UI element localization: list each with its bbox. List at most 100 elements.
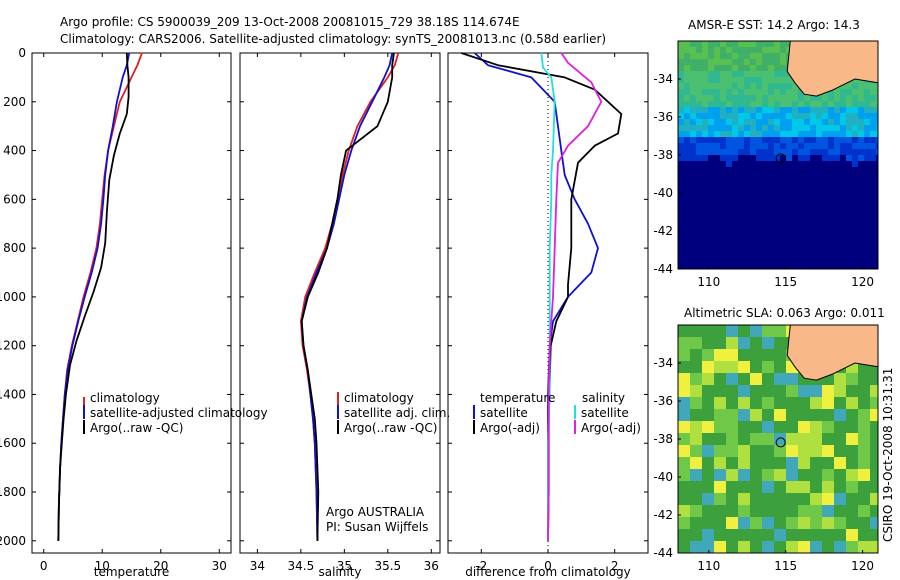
map-cell bbox=[804, 113, 810, 119]
map-cell bbox=[714, 373, 720, 379]
map-cell bbox=[870, 529, 876, 535]
map-cell bbox=[738, 161, 744, 167]
map-cell bbox=[780, 529, 786, 535]
map-cell bbox=[684, 373, 690, 379]
map-cell bbox=[690, 59, 696, 65]
map-cell bbox=[756, 433, 762, 439]
map-cell bbox=[750, 535, 756, 541]
map-cell bbox=[840, 481, 846, 487]
map-cell bbox=[702, 535, 708, 541]
map-cell bbox=[792, 373, 798, 379]
map-cell bbox=[714, 409, 720, 415]
map-cell bbox=[774, 499, 780, 505]
map-cell bbox=[684, 71, 690, 77]
map-cell bbox=[804, 481, 810, 487]
map-cell bbox=[876, 119, 878, 125]
map-cell bbox=[696, 367, 702, 373]
map-cell bbox=[804, 487, 810, 493]
map-cell bbox=[792, 481, 798, 487]
map-cell bbox=[750, 427, 756, 433]
map-cell bbox=[684, 493, 690, 499]
map-cell bbox=[804, 445, 810, 451]
map-cell bbox=[720, 433, 726, 439]
map-cell bbox=[876, 505, 878, 511]
map-cell bbox=[834, 101, 840, 107]
map-cell bbox=[690, 331, 696, 337]
map-cell bbox=[846, 457, 852, 463]
map-cell bbox=[870, 379, 876, 385]
map-cell bbox=[846, 379, 852, 385]
map-cell bbox=[714, 475, 720, 481]
map-cell bbox=[702, 41, 708, 47]
map-cell bbox=[762, 101, 768, 107]
map-cell bbox=[744, 457, 750, 463]
x-tick-label: 0 bbox=[544, 559, 552, 573]
map-cell bbox=[744, 89, 750, 95]
map-cell bbox=[876, 547, 878, 553]
map-cell bbox=[756, 445, 762, 451]
map-cell bbox=[780, 391, 786, 397]
map-cell bbox=[720, 251, 726, 257]
map-cell bbox=[702, 505, 708, 511]
map-cell bbox=[720, 263, 726, 269]
map-cell bbox=[774, 239, 780, 245]
map-cell bbox=[756, 239, 762, 245]
map-cell bbox=[684, 65, 690, 71]
map-cell bbox=[768, 451, 774, 457]
map-cell bbox=[852, 517, 858, 523]
map-cell bbox=[726, 475, 732, 481]
map-cell bbox=[780, 161, 786, 167]
map-cell bbox=[756, 83, 762, 89]
map-cell bbox=[828, 481, 834, 487]
map-cell bbox=[768, 427, 774, 433]
map-cell bbox=[870, 517, 876, 523]
map-cell bbox=[714, 451, 720, 457]
map-cell bbox=[678, 511, 684, 517]
map-cell bbox=[726, 227, 732, 233]
map-cell bbox=[726, 197, 732, 203]
map-cell bbox=[690, 475, 696, 481]
map-cell bbox=[858, 95, 864, 101]
map-cell bbox=[738, 173, 744, 179]
map-cell bbox=[684, 245, 690, 251]
map-cell bbox=[852, 409, 858, 415]
map-cell bbox=[792, 409, 798, 415]
map-cell bbox=[690, 397, 696, 403]
map-cell bbox=[816, 439, 822, 445]
map-cell bbox=[762, 469, 768, 475]
map-cell bbox=[864, 173, 870, 179]
map-cell bbox=[846, 89, 852, 95]
map-cell bbox=[828, 119, 834, 125]
map-cell bbox=[678, 331, 684, 337]
map-cell bbox=[840, 475, 846, 481]
map-cell bbox=[786, 385, 792, 391]
map-cell bbox=[786, 173, 792, 179]
map-cell bbox=[702, 227, 708, 233]
map-cell bbox=[780, 457, 786, 463]
map-cell bbox=[870, 107, 876, 113]
map-cell bbox=[756, 481, 762, 487]
map-cell bbox=[858, 89, 864, 95]
map-cell bbox=[744, 349, 750, 355]
map-cell bbox=[732, 131, 738, 137]
map-cell bbox=[750, 173, 756, 179]
map-cell bbox=[786, 107, 792, 113]
map-cell bbox=[828, 233, 834, 239]
map-cell bbox=[792, 403, 798, 409]
map-cell bbox=[804, 457, 810, 463]
map-cell bbox=[792, 215, 798, 221]
map-cell bbox=[702, 161, 708, 167]
map-cell bbox=[762, 505, 768, 511]
map-cell bbox=[690, 191, 696, 197]
map-cell bbox=[738, 463, 744, 469]
map-cell bbox=[756, 125, 762, 131]
map-cell bbox=[840, 427, 846, 433]
map-cell bbox=[756, 107, 762, 113]
map-cell bbox=[768, 155, 774, 161]
map-cell bbox=[756, 41, 762, 47]
map-cell bbox=[864, 113, 870, 119]
map-cell bbox=[696, 53, 702, 59]
map-cell bbox=[876, 185, 878, 191]
map-cell bbox=[876, 155, 878, 161]
map-cell bbox=[762, 125, 768, 131]
